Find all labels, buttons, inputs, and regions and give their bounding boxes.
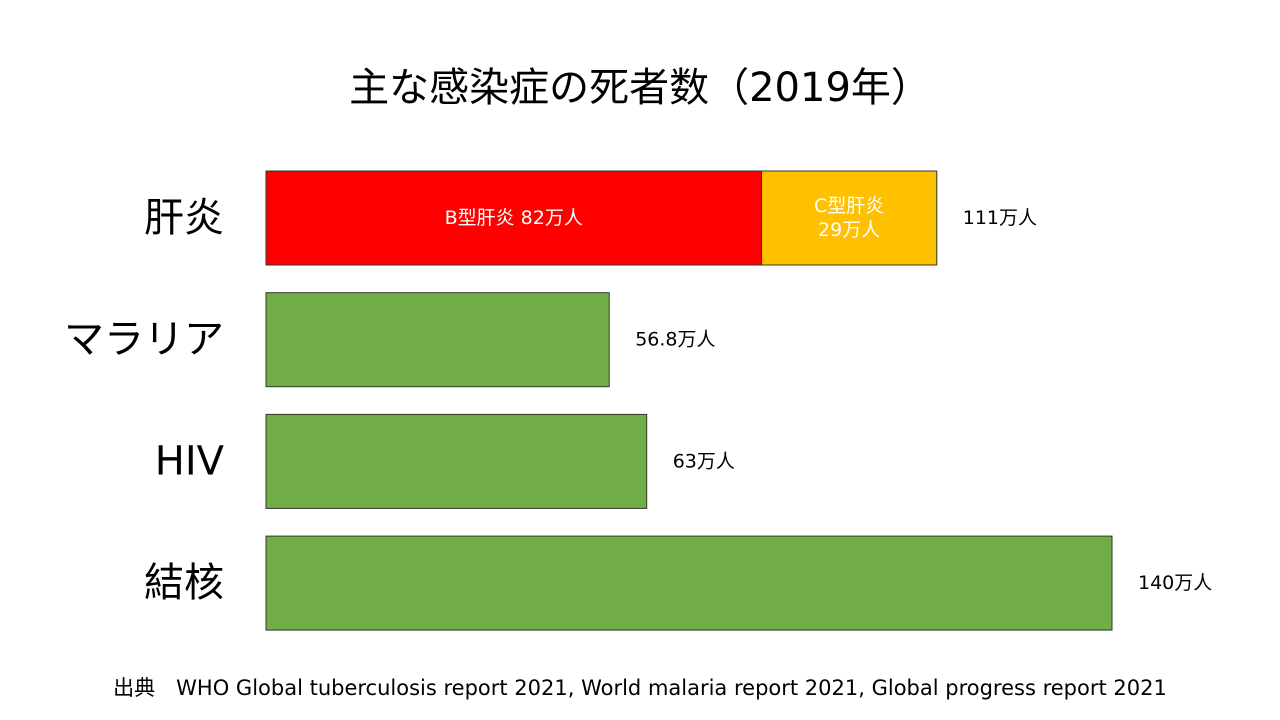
source-citation: 出典 WHO Global tuberculosis report 2021, … — [113, 676, 1167, 700]
segment-label: C型肝炎 29万人 — [814, 195, 884, 241]
category-label: マラリア — [64, 317, 224, 363]
value-label: 111万人 — [963, 207, 1037, 229]
chart-title: 主な感染症の死者数（2019年） — [349, 65, 931, 111]
bar-segment — [265, 535, 1113, 631]
bar-segment — [761, 170, 938, 266]
value-label: 140万人 — [1138, 572, 1212, 594]
bar-segment — [265, 292, 610, 388]
bar-segment — [265, 413, 648, 509]
value-label: 56.8万人 — [635, 329, 715, 351]
bar-segment — [265, 170, 763, 266]
category-label: HIV — [155, 438, 225, 484]
category-label: 肝炎 — [144, 195, 224, 241]
value-label: 63万人 — [673, 450, 735, 472]
category-label: 結核 — [144, 560, 224, 606]
segment-label: B型肝炎 82万人 — [445, 207, 583, 229]
